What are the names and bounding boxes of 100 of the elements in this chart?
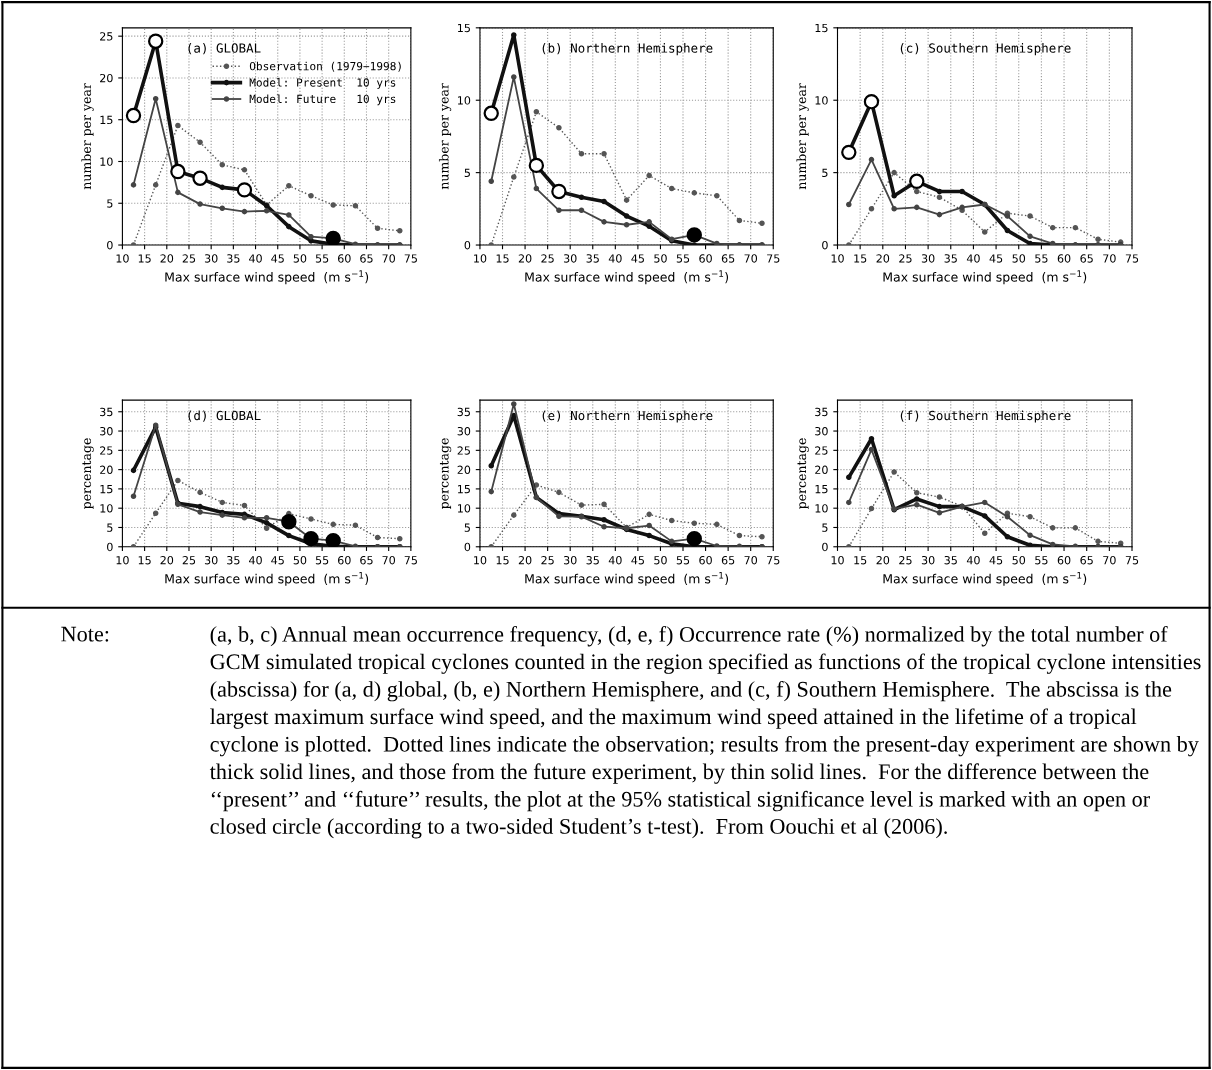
y-tick-label: 30	[100, 427, 113, 436]
x-tick-label: 15	[138, 254, 151, 263]
y-tick-label: 35	[815, 407, 828, 417]
y-tick-label: 0	[464, 241, 471, 250]
y-tick-label: 10	[100, 504, 113, 513]
y-axis-title: percentage	[439, 438, 452, 509]
x-tick-label: 35	[586, 555, 599, 565]
y-tick-label: 20	[457, 465, 471, 474]
x-tick-label: 35	[944, 254, 957, 263]
x-tick-label: 55	[315, 556, 329, 565]
y-tick-label: 15	[458, 485, 470, 494]
x-tick-label: 45	[631, 556, 644, 565]
x-tick-label: 75	[404, 254, 417, 263]
y-tick-label: 25	[815, 446, 828, 455]
x-tick-label: 30	[204, 254, 218, 263]
x-axis-title: Max surface wind speed (m s$^{−1}$)	[165, 572, 369, 586]
x-tick-label: 50	[293, 254, 307, 263]
x-tick-label: 20	[518, 254, 532, 263]
y-tick-label: 0	[464, 542, 471, 552]
x-tick-label: 65	[1080, 555, 1093, 565]
x-tick-label: 25	[899, 555, 912, 565]
x-tick-label: 70	[1103, 555, 1116, 565]
y-tick-label: 15	[100, 485, 113, 494]
x-tick-label: 20	[518, 555, 532, 565]
x-axis-title: Max surface wind speed (m s$^{−1}$)	[883, 572, 1087, 586]
x-tick-label: 55	[676, 254, 690, 263]
x-tick-label: 70	[1103, 254, 1116, 263]
y-axis-title: percentage	[82, 438, 94, 509]
x-tick-label: 75	[1125, 254, 1139, 263]
x-tick-label: 75	[404, 556, 417, 565]
x-tick-label: 25	[182, 555, 196, 565]
x-tick-label: 25	[541, 254, 554, 263]
y-tick-label: 10	[100, 157, 113, 166]
y-tick-label: 35	[100, 407, 113, 417]
x-tick-label: 50	[654, 254, 667, 263]
x-tick-label: 70	[744, 555, 758, 565]
x-tick-label: 55	[1035, 556, 1048, 565]
x-tick-label: 60	[1057, 254, 1071, 263]
x-tick-label: 25	[541, 555, 554, 565]
x-tick-label: 30	[563, 254, 577, 263]
x-tick-label: 15	[854, 556, 867, 565]
y-tick-label: 5	[107, 523, 113, 532]
y-tick-label: 10	[815, 96, 828, 105]
x-tick-label: 55	[315, 254, 329, 263]
y-tick-label: 0	[822, 241, 828, 250]
x-tick-label: 35	[227, 254, 240, 263]
y-tick-label: 5	[464, 523, 470, 532]
x-tick-label: 75	[767, 254, 780, 263]
x-tick-label: 60	[699, 254, 712, 263]
y-tick-label: 5	[822, 168, 828, 178]
x-tick-label: 65	[360, 555, 373, 565]
y-tick-label: 5	[107, 199, 113, 208]
x-tick-label: 65	[1080, 254, 1093, 263]
x-tick-label: 20	[160, 555, 174, 565]
y-tick-label: 0	[107, 542, 113, 552]
x-tick-label: 60	[699, 555, 712, 565]
x-axis-title: Max surface wind speed (m s$^{−1}$)	[525, 572, 729, 586]
y-tick-label: 20	[815, 465, 828, 474]
legend-label: Model: Present 10 yrs	[249, 78, 396, 89]
legend-label: Observation (1979−1998)	[249, 61, 401, 72]
x-tick-label: 25	[899, 254, 912, 263]
x-axis-title: Max surface wind speed (m s$^{−1}$)	[883, 270, 1087, 285]
x-tick-label: 60	[1057, 555, 1071, 565]
x-tick-label: 40	[966, 254, 980, 263]
x-tick-label: 20	[160, 254, 174, 263]
y-tick-label: 15	[815, 485, 828, 494]
y-tick-label: 5	[822, 523, 828, 532]
x-tick-label: 70	[744, 254, 758, 263]
y-tick-label: 10	[458, 504, 471, 513]
x-tick-label: 35	[944, 555, 957, 565]
x-tick-label: 75	[767, 556, 780, 565]
x-tick-label: 15	[496, 556, 509, 565]
y-tick-label: 30	[815, 427, 828, 436]
y-tick-label: 35	[457, 407, 470, 417]
x-tick-label: 15	[138, 556, 151, 565]
y-tick-label: 25	[457, 446, 470, 455]
y-axis-title: number per year	[81, 83, 94, 190]
x-tick-label: 40	[608, 254, 622, 263]
x-tick-label: 30	[921, 254, 935, 263]
y-tick-label: 20	[100, 465, 113, 474]
text: (d) GLOBAL	[188, 410, 261, 422]
y-tick-label: 10	[815, 504, 828, 513]
y-tick-label: 10	[458, 96, 471, 105]
x-tick-label: 15	[854, 254, 867, 263]
text: (c) Southern Hemisphere	[900, 43, 1071, 56]
x-tick-label: 10	[116, 555, 129, 565]
x-tick-label: 70	[382, 254, 396, 263]
x-tick-label: 65	[721, 254, 735, 263]
x-tick-label: 75	[1125, 556, 1139, 565]
y-tick-label: 15	[458, 23, 470, 33]
x-tick-label: 55	[676, 556, 690, 565]
y-tick-label: 20	[100, 73, 113, 83]
y-axis-title: number per year	[438, 83, 452, 190]
x-tick-label: 20	[876, 555, 890, 565]
x-tick-label: 50	[293, 555, 307, 565]
x-tick-label: 55	[1035, 254, 1048, 263]
text: (e) Northern Hemisphere	[542, 410, 713, 423]
text: (a) GLOBAL	[188, 43, 261, 55]
text: (f) Southern Hemisphere	[900, 410, 1071, 423]
x-tick-label: 30	[204, 555, 218, 565]
